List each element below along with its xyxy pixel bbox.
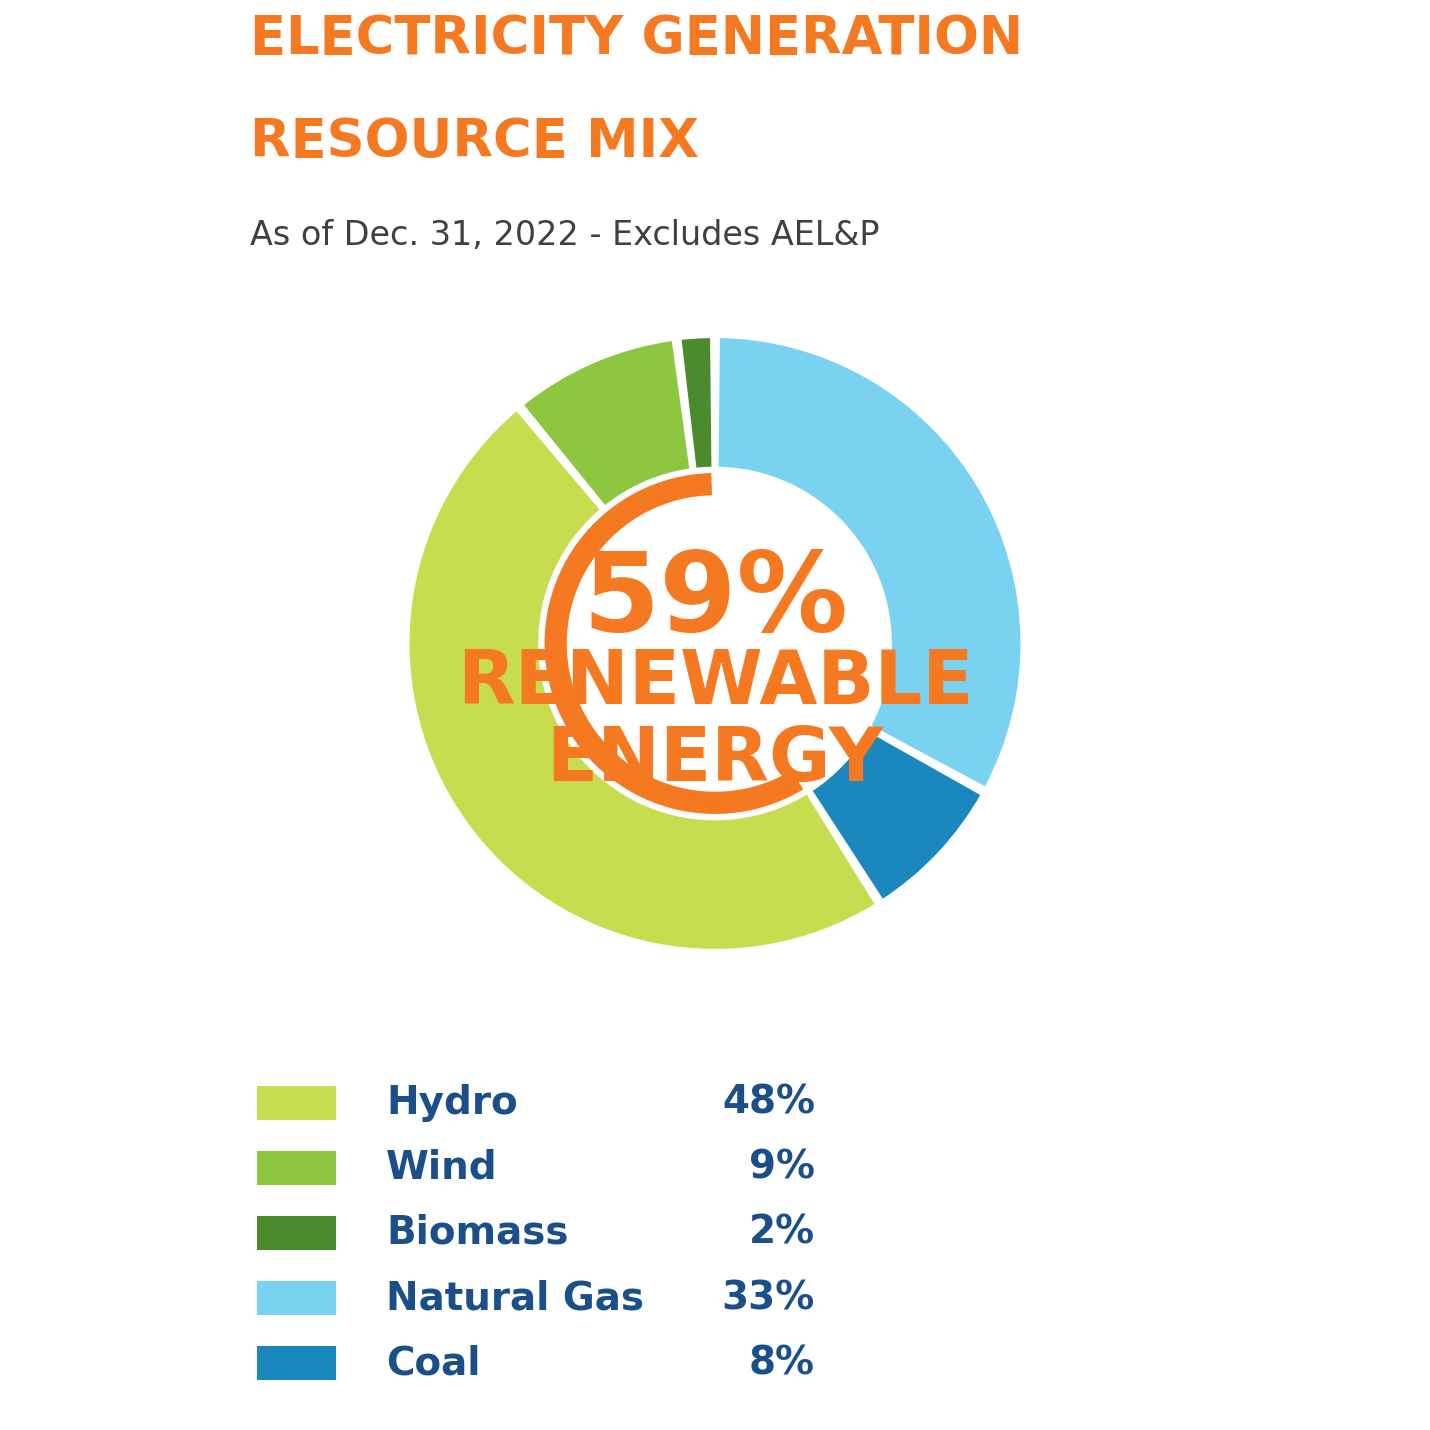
Text: Coal: Coal [386,1344,480,1381]
Text: RESOURCE MIX: RESOURCE MIX [250,116,699,167]
Wedge shape [811,729,982,901]
Text: Hydro: Hydro [386,1084,518,1121]
Text: ENERGY: ENERGY [546,724,884,797]
Wedge shape [679,336,714,469]
FancyBboxPatch shape [257,1087,336,1120]
Text: 33%: 33% [722,1278,815,1317]
FancyBboxPatch shape [257,1216,336,1250]
Text: Wind: Wind [386,1148,498,1187]
Text: 9%: 9% [749,1148,815,1187]
Text: Biomass: Biomass [386,1214,569,1251]
Text: RENEWABLE: RENEWABLE [456,646,974,719]
FancyBboxPatch shape [257,1347,336,1380]
Text: Natural Gas: Natural Gas [386,1278,644,1317]
Text: 8%: 8% [749,1344,815,1381]
Text: 2%: 2% [749,1214,815,1251]
Text: ELECTRICITY GENERATION: ELECTRICITY GENERATION [250,13,1024,64]
FancyBboxPatch shape [257,1281,336,1314]
Wedge shape [716,336,1022,789]
Wedge shape [408,409,877,951]
Text: As of Dec. 31, 2022 - Excludes AEL&P: As of Dec. 31, 2022 - Excludes AEL&P [250,219,879,252]
Circle shape [541,469,889,818]
Text: 48%: 48% [722,1084,815,1121]
Wedge shape [522,339,691,508]
FancyBboxPatch shape [257,1151,336,1184]
Text: 59%: 59% [582,548,848,654]
